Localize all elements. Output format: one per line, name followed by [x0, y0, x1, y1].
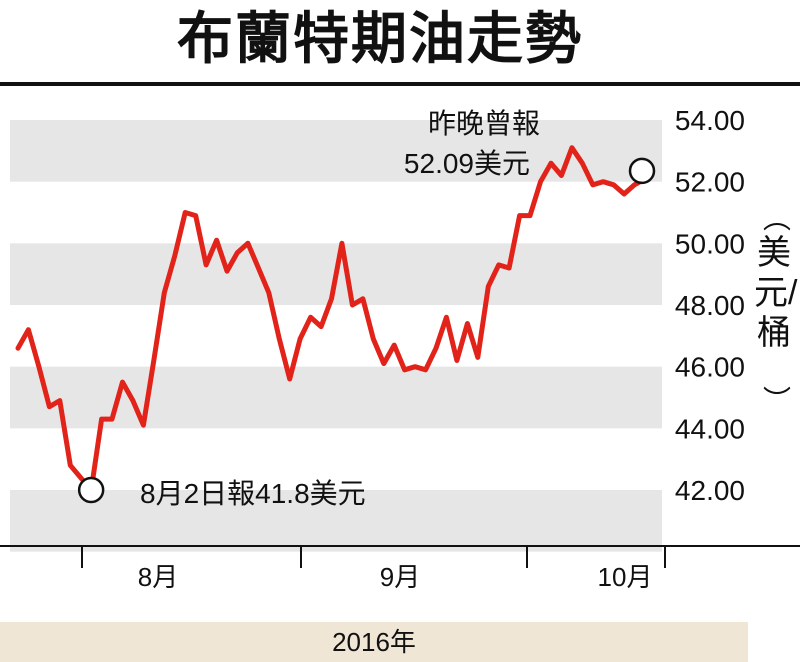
- unit-paren-close: ︶: [762, 385, 791, 416]
- last-point-annotation-line2: 52.09美元: [404, 148, 530, 179]
- series-line-brent: [15, 145, 648, 493]
- x-tick-label-oct: 10月: [598, 562, 653, 592]
- low-point-marker: [77, 476, 105, 504]
- y-tick-label: 54.00: [675, 105, 745, 136]
- x-axis-title: 2016年: [0, 622, 748, 662]
- last-point-annotation-line1: 昨晚曾報: [428, 108, 540, 139]
- grid-band: [10, 120, 662, 182]
- low-point-annotation: 8月2日報41.8美元: [140, 478, 366, 509]
- x-tick-label-aug: 8月: [138, 562, 178, 592]
- page-title: 布蘭特期油走勢: [177, 6, 583, 72]
- last-point-marker: [628, 157, 656, 185]
- y-tick-label: 46.00: [675, 352, 745, 383]
- y-tick-label: 52.00: [675, 167, 745, 198]
- y-tick-labels: 54.00 52.00 50.00 48.00 46.00 44.00 42.00: [675, 105, 745, 506]
- unit-paren-open: ︵: [762, 203, 791, 234]
- y-tick-label: 48.00: [675, 290, 745, 321]
- y-tick-label: 42.00: [675, 475, 745, 506]
- grid-band: [10, 490, 662, 552]
- grid-bands: [10, 120, 662, 552]
- y-unit-label: ︵ 美元/桶 ︶: [748, 205, 798, 415]
- title-divider: [0, 82, 800, 86]
- x-tick-label-sep: 9月: [380, 562, 420, 592]
- y-tick-label: 44.00: [675, 413, 745, 444]
- y-tick-label: 50.00: [675, 228, 745, 259]
- unit-text: 美元/桶: [754, 234, 798, 352]
